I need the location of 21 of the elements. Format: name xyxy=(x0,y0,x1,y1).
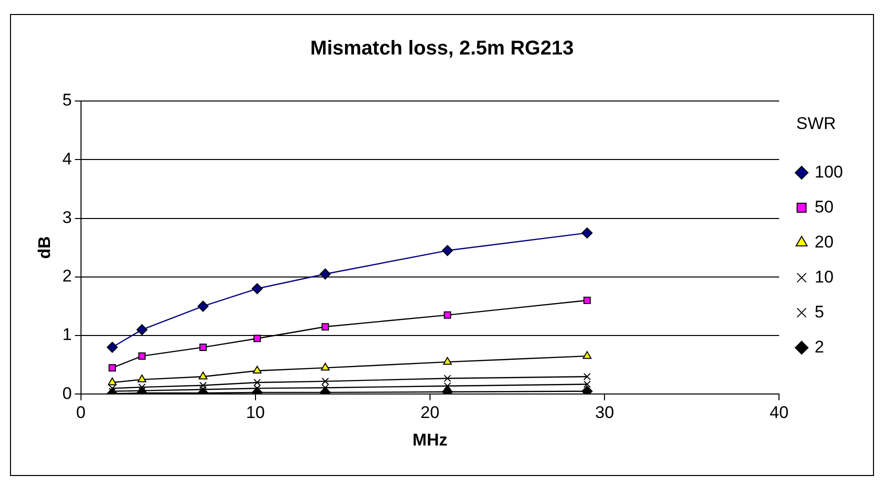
x-tick-label: 20 xyxy=(420,403,440,422)
y-tick-label: 4 xyxy=(62,149,72,168)
legend-label: 50 xyxy=(814,197,834,216)
x-tick-label: 0 xyxy=(76,403,86,422)
legend-label: 5 xyxy=(814,302,824,322)
y-axis-title: dB xyxy=(34,236,54,259)
x-tick-label: 10 xyxy=(246,403,265,422)
y-tick-label: 0 xyxy=(62,384,72,403)
x-tick-label: 40 xyxy=(770,403,789,422)
y-tick-label: 2 xyxy=(62,266,72,286)
chart-title: Mismatch loss, 2.5m RG213 xyxy=(310,38,574,60)
legend-label: 10 xyxy=(814,267,834,286)
x-tick-label: 30 xyxy=(595,403,614,422)
legend-title: SWR xyxy=(796,114,836,133)
legend-label: 20 xyxy=(814,232,834,252)
legend-label: 2 xyxy=(814,337,824,356)
y-tick-label: 1 xyxy=(62,325,72,344)
x-axis-title: MHz xyxy=(412,430,448,450)
y-tick-label: 5 xyxy=(62,90,72,110)
legend-label: 100 xyxy=(814,162,844,182)
y-tick-label: 3 xyxy=(62,208,72,227)
